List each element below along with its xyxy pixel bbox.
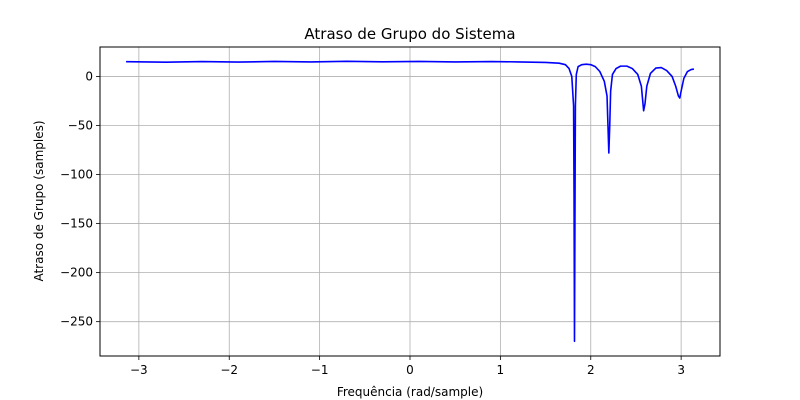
chart-title: Atraso de Grupo do Sistema: [304, 25, 515, 43]
y-tick-label: −250: [60, 315, 93, 329]
x-tick-label: 3: [677, 363, 685, 377]
x-tick-label: 0: [406, 363, 414, 377]
y-tick-label: −150: [60, 217, 93, 231]
x-tick-label: 1: [497, 363, 505, 377]
x-axis-label: Frequência (rad/sample): [337, 385, 483, 399]
x-tick-label: −2: [220, 363, 238, 377]
x-tick-label: −3: [130, 363, 148, 377]
x-tick-label: 2: [587, 363, 595, 377]
y-tick-label: 0: [85, 69, 93, 83]
series-line: [126, 60, 695, 343]
y-axis-label: Atraso de Grupo (samples): [32, 120, 46, 281]
y-axis-ticks: 0 −50 −100 −150 −200 −250: [60, 69, 100, 329]
y-tick-label: −200: [60, 266, 93, 280]
plot-area: [126, 60, 695, 343]
x-tick-label: −1: [311, 363, 329, 377]
grid: [100, 47, 720, 356]
x-axis-ticks: −3 −2 −1 0 1 2 3: [130, 356, 685, 377]
y-tick-label: −50: [68, 118, 93, 132]
y-tick-label: −100: [60, 168, 93, 182]
